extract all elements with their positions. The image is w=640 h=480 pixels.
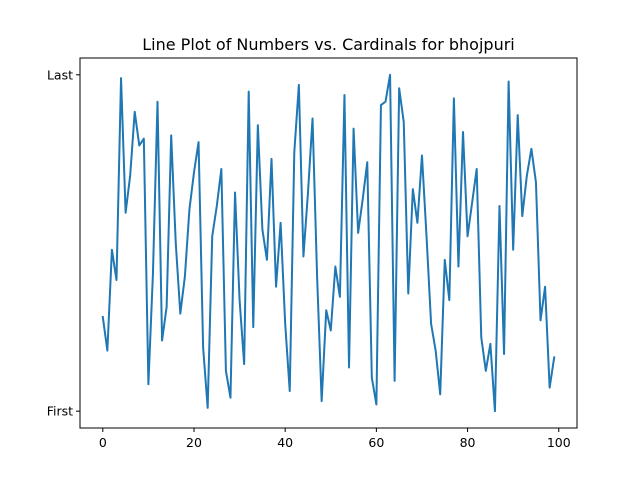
series-layer bbox=[101, 73, 556, 413]
x-tick-label: 0 bbox=[99, 435, 107, 450]
y-tick-label: Last bbox=[47, 67, 73, 82]
x-tick-label: 20 bbox=[186, 435, 202, 450]
chart-title: Line Plot of Numbers vs. Cardinals for b… bbox=[142, 35, 514, 54]
x-tick-label: 100 bbox=[547, 435, 571, 450]
axis-ticks: 0 20 40 60 80 100 First Last bbox=[47, 67, 571, 450]
x-tick-label: 40 bbox=[277, 435, 293, 450]
y-tick-label: First bbox=[47, 404, 73, 419]
x-tick-label: 80 bbox=[460, 435, 476, 450]
series-line bbox=[101, 73, 556, 413]
x-tick-label: 60 bbox=[368, 435, 384, 450]
plot-area-frame bbox=[79, 57, 578, 429]
